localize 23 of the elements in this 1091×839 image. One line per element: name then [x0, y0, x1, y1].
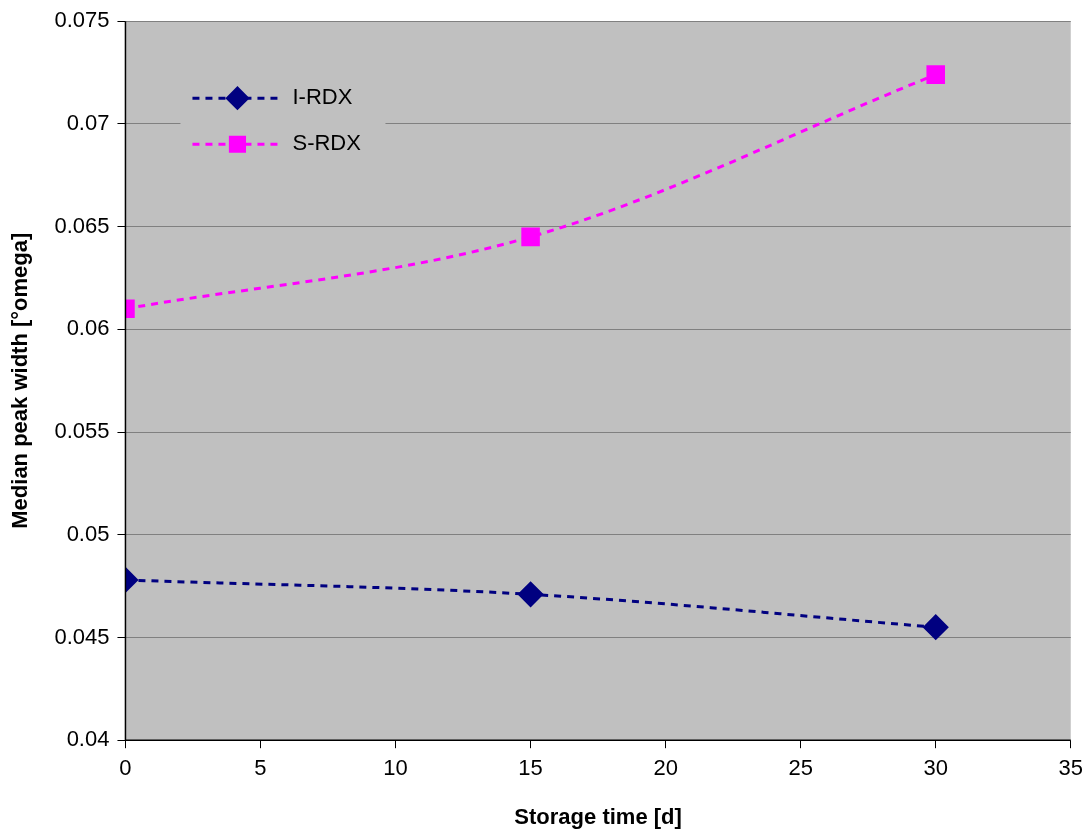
legend-label: S-RDX — [292, 130, 362, 156]
point — [926, 65, 945, 84]
point — [923, 614, 949, 640]
y-tick-label: 0.075 — [54, 7, 110, 33]
x-tick-label: 25 — [788, 755, 813, 781]
point — [518, 581, 544, 607]
x-tick-label: 20 — [653, 755, 678, 781]
y-tick-label: 0.04 — [66, 726, 110, 752]
y-axis-title: Median peak width [°omega] — [7, 232, 33, 529]
y-tick-label: 0.045 — [54, 623, 110, 649]
x-axis-title: Storage time [d] — [514, 803, 682, 829]
x-tick-label: 5 — [254, 755, 267, 781]
y-tick-label: 0.05 — [66, 520, 110, 546]
x-tick-label: 0 — [119, 755, 132, 781]
x-tick-label: 30 — [923, 755, 948, 781]
x-tick-label: 15 — [518, 755, 543, 781]
y-tick-label: 0.07 — [66, 109, 110, 135]
legend-label: I-RDX — [292, 84, 353, 110]
y-tick-label: 0.055 — [54, 418, 110, 444]
y-tick-label: 0.065 — [54, 212, 110, 238]
x-tick-label: 35 — [1058, 755, 1084, 781]
y-tick-label: 0.06 — [66, 315, 110, 341]
x-tick-label: 10 — [383, 755, 408, 781]
